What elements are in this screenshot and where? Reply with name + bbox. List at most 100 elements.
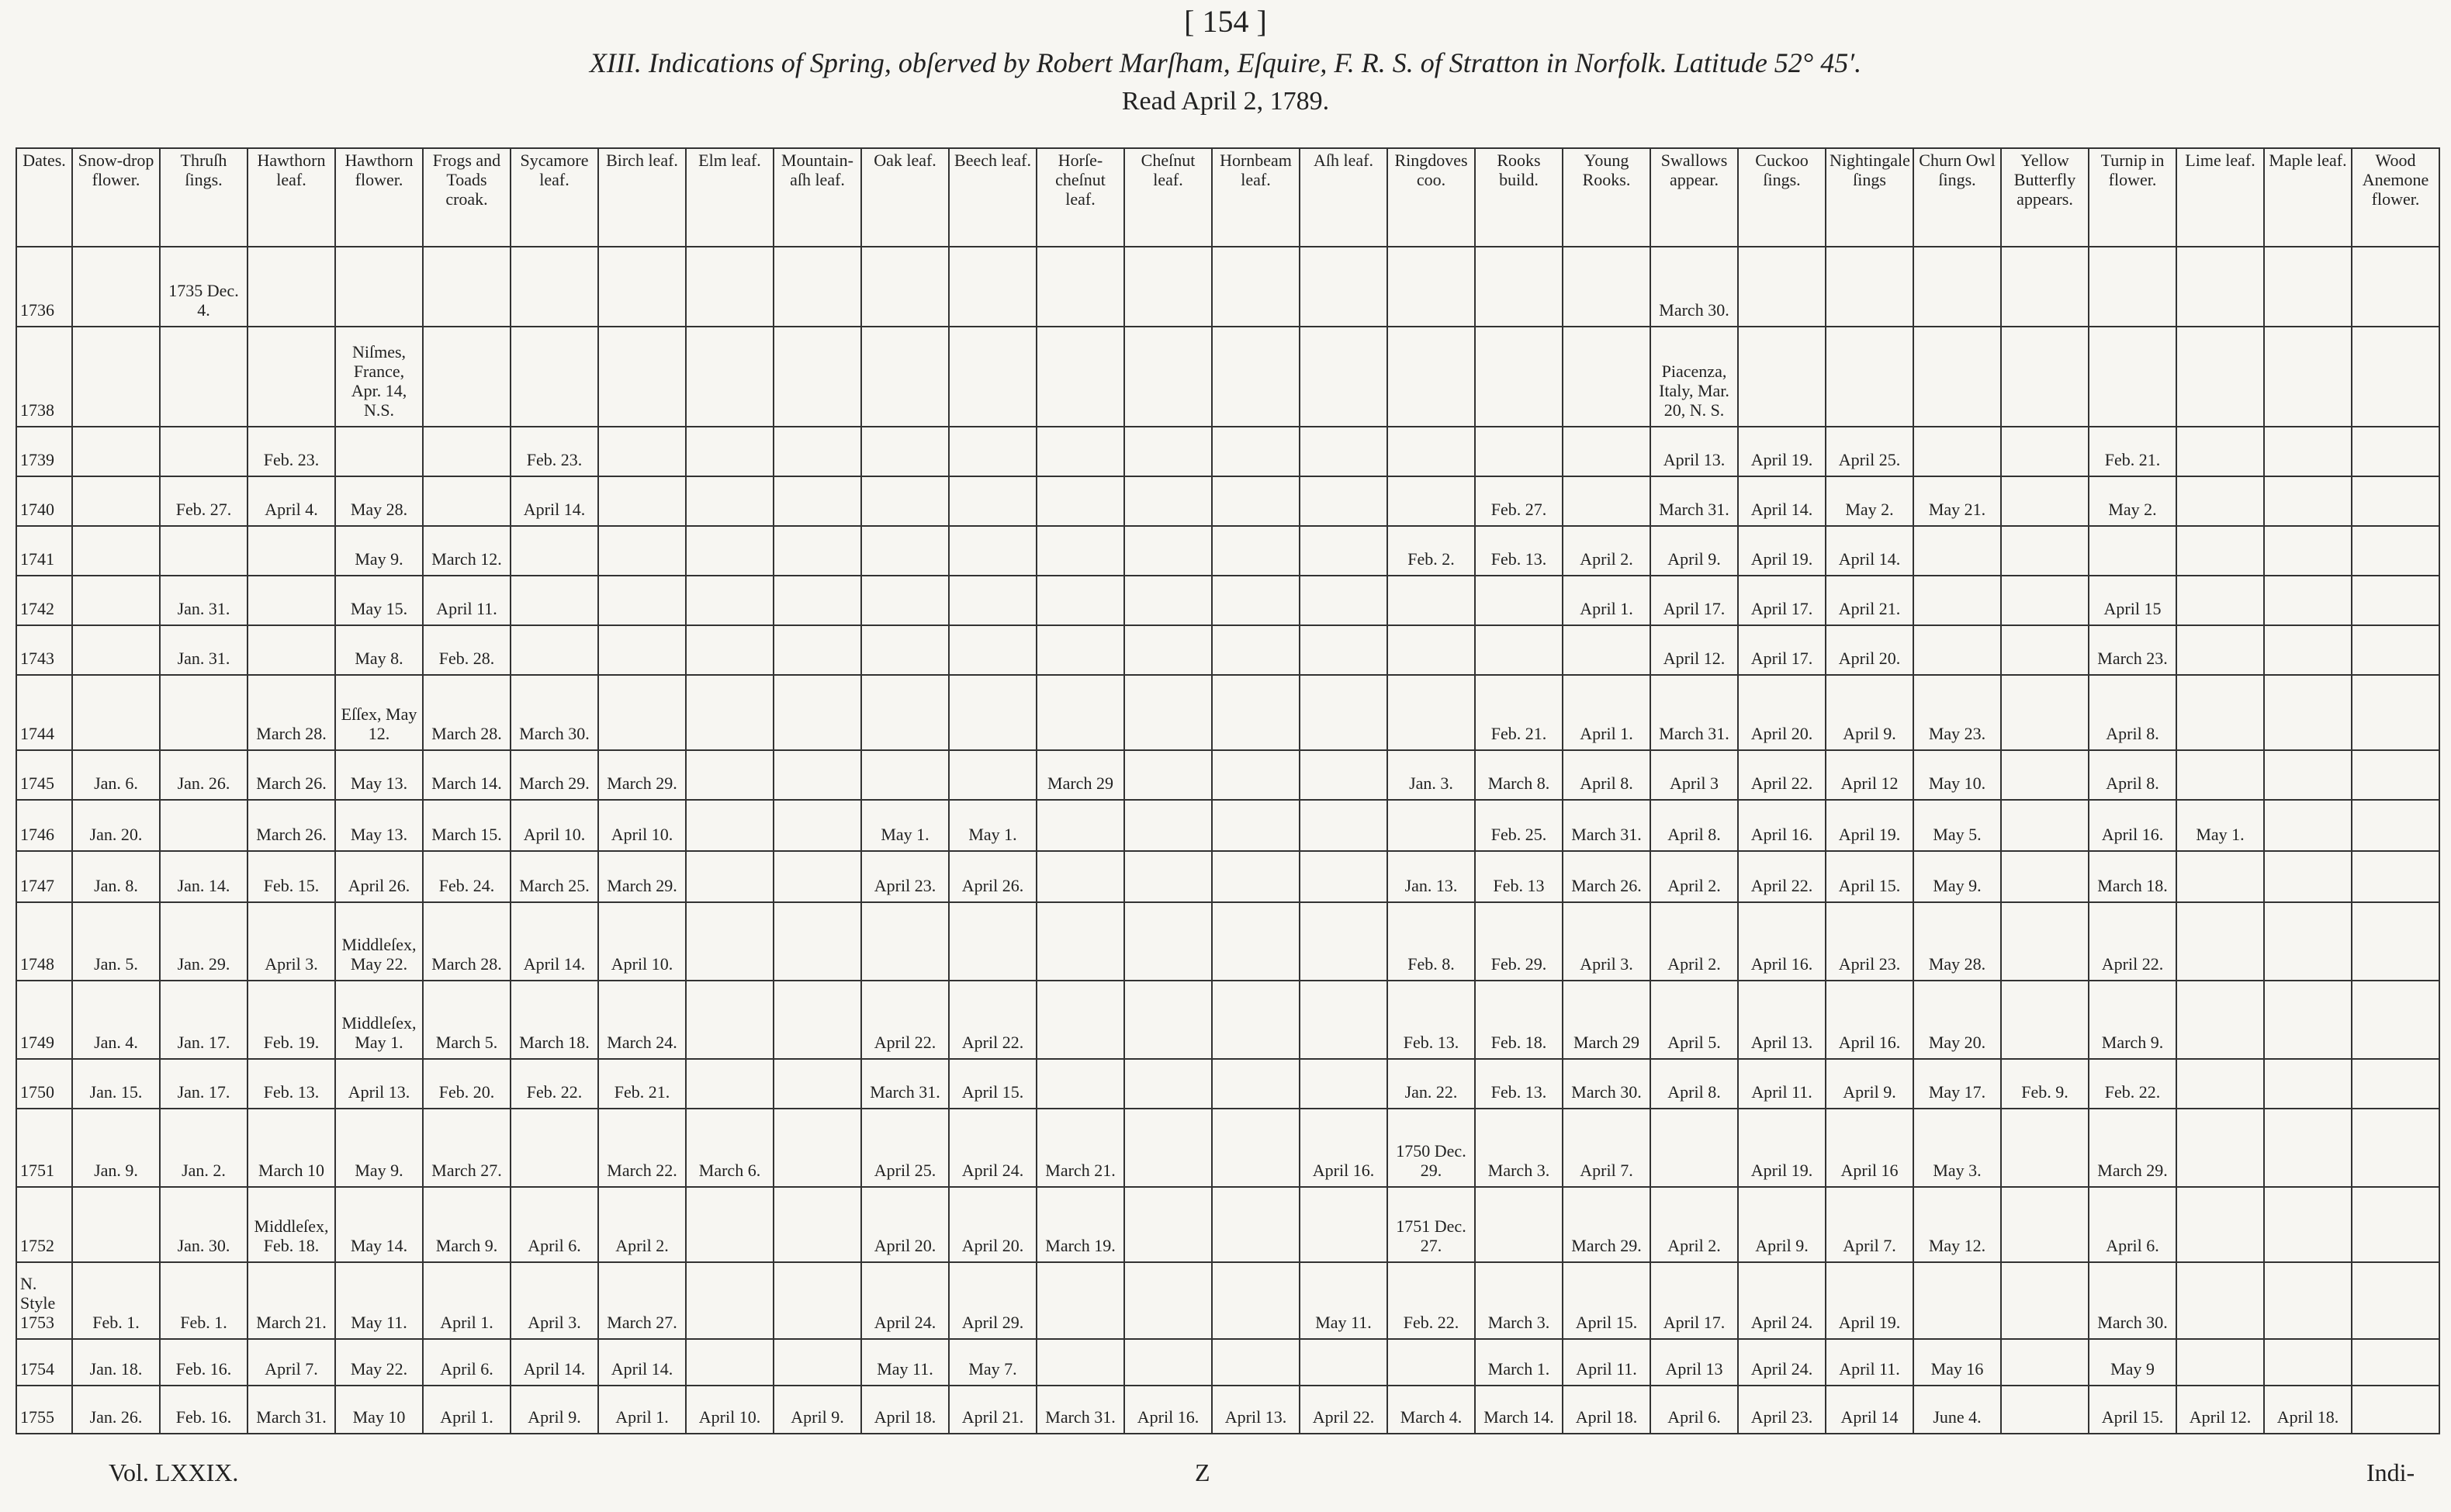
cell: April 2. xyxy=(1562,525,1651,576)
cell: April 19. xyxy=(1737,525,1826,576)
cell xyxy=(860,525,950,576)
cell xyxy=(159,326,248,427)
cell xyxy=(2000,246,2089,327)
cell xyxy=(2351,749,2440,801)
cell xyxy=(2000,799,2089,852)
cell xyxy=(773,476,862,527)
cell: May 15. xyxy=(334,575,424,626)
cell xyxy=(1386,625,1476,676)
date-cell: 1742 xyxy=(16,575,73,626)
cell xyxy=(2176,625,2265,676)
cell xyxy=(334,246,424,327)
cell xyxy=(159,674,248,751)
cell xyxy=(2263,1338,2352,1386)
cell xyxy=(2088,326,2177,427)
date-cell: 1754 xyxy=(16,1338,73,1386)
column-header: Swallows appear. xyxy=(1650,147,1739,247)
column-header: Hawthorn leaf. xyxy=(247,147,336,247)
cell: April 20. xyxy=(1737,674,1826,751)
cell: Feb. 28. xyxy=(422,625,511,676)
cell xyxy=(2088,246,2177,327)
row: 1755 Jan. 26. Feb. 16. March 31. May 10 April… xyxy=(16,1385,2440,1434)
cell xyxy=(773,1338,862,1386)
cell xyxy=(1036,1261,1125,1340)
date-cell: 1739 xyxy=(16,426,73,477)
cell xyxy=(1036,1338,1125,1386)
cell: April 16. xyxy=(1123,1385,1213,1434)
column-header: Lime leaf. xyxy=(2176,147,2265,247)
cell xyxy=(1211,674,1300,751)
cell xyxy=(71,1186,161,1263)
cell: March 29. xyxy=(597,850,687,903)
column-header: Beech leaf. xyxy=(948,147,1037,247)
cell: April 13. xyxy=(334,1058,424,1109)
cell xyxy=(1299,476,1388,527)
cell xyxy=(2263,525,2352,576)
cell: April 21. xyxy=(1825,575,1914,626)
column-header: Nightingale ſings xyxy=(1825,147,1914,247)
cell xyxy=(1737,326,1826,427)
cell xyxy=(773,625,862,676)
cell: April 10. xyxy=(685,1385,774,1434)
cell xyxy=(773,1261,862,1340)
cell: April 24. xyxy=(948,1108,1037,1188)
date-cell: 1736 xyxy=(16,246,73,327)
cell: April 15. xyxy=(948,1058,1037,1109)
cell: Feb. 2. xyxy=(1386,525,1476,576)
cell: March 9. xyxy=(422,1186,511,1263)
cell: April 18. xyxy=(2263,1385,2352,1434)
cell xyxy=(685,749,774,801)
row: 1751 Jan. 9. Jan. 2. March 10 May 9. March 27… xyxy=(16,1108,2440,1188)
column-header: Hornbeam leaf. xyxy=(1211,147,1300,247)
column-header: Frogs and Toads croak. xyxy=(422,147,511,247)
cell xyxy=(948,525,1037,576)
cell xyxy=(1123,476,1213,527)
volume: Vol. LXXIX. xyxy=(109,1458,239,1486)
cell xyxy=(159,525,248,576)
column-header: Oak leaf. xyxy=(860,147,950,247)
cell xyxy=(773,1058,862,1109)
cell: April 14. xyxy=(1825,525,1914,576)
cell xyxy=(773,1186,862,1263)
cell: March 29. xyxy=(510,749,599,801)
cell: April 16 xyxy=(1825,1108,1914,1188)
cell xyxy=(1211,1261,1300,1340)
cell: May 1. xyxy=(948,799,1037,852)
cell: April 2. xyxy=(1650,1186,1739,1263)
cell: May 9. xyxy=(1913,850,2002,903)
cell: April 13 xyxy=(1650,1338,1739,1386)
cell xyxy=(510,326,599,427)
cell xyxy=(1386,575,1476,626)
row: 1748 Jan. 5. Jan. 29. April 3. Middleſex, Ma… xyxy=(16,901,2440,981)
cell: April 12. xyxy=(1650,625,1739,676)
cell xyxy=(1123,1338,1213,1386)
cell: Feb. 27. xyxy=(1474,476,1563,527)
cell xyxy=(2263,674,2352,751)
row: 1744 March 28. Eſſex, May 12. March 28. Marc… xyxy=(16,674,2440,751)
cell xyxy=(685,246,774,327)
cell: May 5. xyxy=(1913,799,2002,852)
cell: May 22. xyxy=(334,1338,424,1386)
cell: March 26. xyxy=(247,749,336,801)
column-header: Young Rooks. xyxy=(1562,147,1651,247)
row: 1750 Jan. 15. Jan. 17. Feb. 13. April 13. Feb… xyxy=(16,1058,2440,1109)
cell xyxy=(2263,246,2352,327)
cell xyxy=(2351,326,2440,427)
cell: Feb. 22. xyxy=(1386,1261,1476,1340)
cell xyxy=(1737,246,1826,327)
cell: April 25. xyxy=(1825,426,1914,477)
column-header: Thruſh ſings. xyxy=(159,147,248,247)
cell: April 13. xyxy=(1211,1385,1300,1434)
cell xyxy=(2263,326,2352,427)
cell: Jan. 29. xyxy=(159,901,248,981)
cell: April 5. xyxy=(1650,980,1739,1060)
cell: April 17. xyxy=(1737,625,1826,676)
cell: Middleſex, May 1. xyxy=(334,980,424,1060)
cell: April 9. xyxy=(773,1385,862,1434)
cell: April 3 xyxy=(1650,749,1739,801)
cell xyxy=(2000,850,2089,903)
cell: April 4. xyxy=(247,476,336,527)
cell xyxy=(1036,625,1125,676)
column-header: Hawthorn flower. xyxy=(334,147,424,247)
